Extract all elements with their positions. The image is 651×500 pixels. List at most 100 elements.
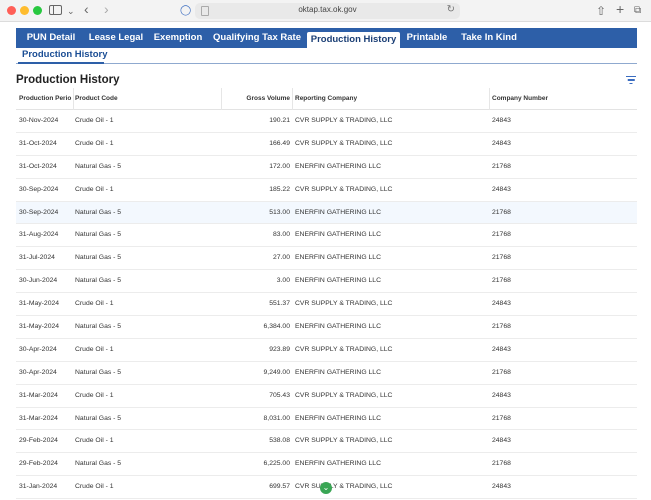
close-window-button[interactable] xyxy=(7,6,16,15)
cell-product-code: Crude Oil - 1 xyxy=(75,391,114,399)
cell-gross-volume: 27.00 xyxy=(272,254,290,262)
cell-product-code: Natural Gas - 5 xyxy=(75,162,122,170)
table-row[interactable]: 31-Oct-2024 Crude Oil - 1 166.49 CVR SUPPLY… xyxy=(16,133,637,156)
cell-company-number: 24843 xyxy=(492,483,511,491)
filter-icon[interactable] xyxy=(626,76,636,84)
cell-production-period: 31-May-2024 xyxy=(19,323,60,331)
cell-product-code: Crude Oil - 1 xyxy=(75,483,114,491)
cell-gross-volume: 166.49 xyxy=(269,139,290,147)
table-header: Production Perio Product Code Gross Volu… xyxy=(16,88,637,110)
cell-reporting-company: ENERFIN GATHERING LLC xyxy=(295,323,381,331)
cell-company-number: 21768 xyxy=(492,414,511,422)
cell-production-period: 30-Apr-2024 xyxy=(19,345,57,353)
column-header-production-period[interactable]: Production Perio xyxy=(19,95,72,102)
table-row[interactable]: 30-Apr-2024 Crude Oil - 1 923.89 CVR SUPPLY… xyxy=(16,339,637,362)
cell-company-number: 21768 xyxy=(492,368,511,376)
cell-gross-volume: 3.00 xyxy=(276,277,290,285)
column-divider[interactable] xyxy=(292,88,293,110)
cell-reporting-company: CVR SUPPLY & TRADING, LLC xyxy=(295,117,393,124)
cell-production-period: 31-May-2024 xyxy=(19,300,60,308)
cell-gross-volume: 923.89 xyxy=(269,345,290,353)
table-row[interactable]: 31-Aug-2024 Natural Gas - 5 83.00 ENERFIN G… xyxy=(16,224,637,248)
column-divider[interactable] xyxy=(73,88,74,110)
tab-take-in-kind[interactable]: Take In Kind xyxy=(461,32,517,43)
cell-production-period: 31-Aug-2024 xyxy=(19,231,59,239)
table-row[interactable]: 30-Apr-2024 Natural Gas - 5 9,249.00 ENERFI… xyxy=(16,362,637,385)
cell-company-number: 24843 xyxy=(492,300,511,308)
cell-product-code: Natural Gas - 5 xyxy=(75,254,122,262)
shield-icon[interactable]: ◯ xyxy=(180,5,192,16)
reload-icon[interactable]: ↻ xyxy=(446,4,455,15)
cell-reporting-company: CVR SUPPLY & TRADING, LLC xyxy=(295,139,393,147)
table-row[interactable]: 30-Jun-2024 Natural Gas - 5 3.00 ENERFIN GA… xyxy=(16,270,637,294)
table-row[interactable]: 31-May-2024 Crude Oil - 1 551.37 CVR SUPPLY… xyxy=(16,293,637,317)
tab-pun-detail[interactable]: PUN Detail xyxy=(26,32,76,43)
column-header-company-number[interactable]: Company Number xyxy=(492,95,548,102)
cell-company-number: 21768 xyxy=(492,323,511,331)
main-nav: PUN Detail Lease Legal Exemption Qualify… xyxy=(16,28,637,48)
table-row[interactable]: 29-Feb-2024 Crude Oil - 1 538.08 CVR SUPPLY… xyxy=(16,430,637,454)
subtab-divider xyxy=(16,63,637,64)
zoom-window-button[interactable] xyxy=(33,6,42,15)
cell-gross-volume: 8,031.00 xyxy=(263,414,290,422)
cell-product-code: Crude Oil - 1 xyxy=(75,345,114,353)
table-row[interactable]: 31-Jul-2024 Natural Gas - 5 27.00 ENERFIN G… xyxy=(16,247,637,271)
cell-product-code: Natural Gas - 5 xyxy=(75,323,122,331)
chevron-right-icon[interactable]: › xyxy=(104,1,109,17)
column-divider[interactable] xyxy=(221,88,222,110)
chevron-left-icon[interactable]: ‹ xyxy=(84,1,89,17)
cell-gross-volume: 538.08 xyxy=(269,437,290,445)
sidebar-icon[interactable] xyxy=(49,5,62,15)
cell-production-period: 31-Oct-2024 xyxy=(19,139,57,147)
cell-product-code: Crude Oil - 1 xyxy=(75,117,114,124)
cell-gross-volume: 6,225.00 xyxy=(263,460,290,468)
table-row[interactable]: 31-May-2024 Natural Gas - 5 6,384.00 ENERFI… xyxy=(16,316,637,339)
chevron-down-icon[interactable]: ⌄ xyxy=(320,482,332,494)
table-row[interactable]: 31-Oct-2024 Natural Gas - 5 172.00 ENERFIN … xyxy=(16,156,637,179)
chevron-down-icon[interactable]: ⌄ xyxy=(67,6,75,16)
cell-production-period: 30-Nov-2024 xyxy=(19,117,59,124)
cell-company-number: 21768 xyxy=(492,208,511,216)
table-row[interactable]: 29-Feb-2024 Natural Gas - 5 6,225.00 ENERFI… xyxy=(16,453,637,477)
cell-company-number: 21768 xyxy=(492,254,511,262)
cell-production-period: 31-Jan-2024 xyxy=(19,483,58,491)
tab-qualifying-tax-rate[interactable]: Qualifying Tax Rate xyxy=(213,32,301,43)
table-row[interactable]: 30-Nov-2024 Crude Oil - 1 190.21 CVR SUPPLY… xyxy=(16,110,637,133)
address-bar[interactable]: oktap.tax.ok.gov ↻ xyxy=(195,3,460,19)
column-header-reporting-company[interactable]: Reporting Company xyxy=(295,95,358,102)
table-row[interactable]: 31-Mar-2024 Crude Oil - 1 705.43 CVR SUPPLY… xyxy=(16,385,637,408)
tab-lease-legal[interactable]: Lease Legal xyxy=(88,32,144,43)
cell-company-number: 24843 xyxy=(492,391,511,399)
minimize-window-button[interactable] xyxy=(20,6,29,15)
cell-reporting-company: CVR SUPPLY & TRADING, LLC xyxy=(295,391,393,399)
table-body: 30-Nov-2024 Crude Oil - 1 190.21 CVR SUPPLY… xyxy=(16,110,637,500)
page-icon xyxy=(201,6,209,16)
cell-reporting-company: ENERFIN GATHERING LLC xyxy=(295,277,381,285)
cell-company-number: 21768 xyxy=(492,231,511,239)
tab-production-history[interactable]: Production History xyxy=(307,32,400,48)
column-divider[interactable] xyxy=(489,88,490,110)
cell-gross-volume: 699.57 xyxy=(269,483,290,491)
cell-product-code: Natural Gas - 5 xyxy=(75,414,122,422)
column-header-product-code[interactable]: Product Code xyxy=(75,95,118,102)
cell-product-code: Crude Oil - 1 xyxy=(75,185,114,193)
plus-icon[interactable]: + xyxy=(616,1,625,17)
cell-company-number: 24843 xyxy=(492,185,511,193)
cell-product-code: Natural Gas - 5 xyxy=(75,460,122,468)
cell-gross-volume: 9,249.00 xyxy=(263,368,290,376)
tabs-overview-icon[interactable]: ⧉ xyxy=(634,5,642,16)
cell-product-code: Crude Oil - 1 xyxy=(75,139,114,147)
table-row[interactable]: 30-Sep-2024 Natural Gas - 5 513.00 ENERFIN … xyxy=(16,201,637,225)
table-row[interactable]: 30-Sep-2024 Crude Oil - 1 185.22 CVR SUPPLY… xyxy=(16,179,637,202)
subtab-production-history[interactable]: Production History xyxy=(22,49,108,60)
cell-gross-volume: 551.37 xyxy=(269,300,290,308)
section-title: Production History xyxy=(16,74,120,86)
tab-exemption[interactable]: Exemption xyxy=(153,32,203,43)
cell-production-period: 30-Apr-2024 xyxy=(19,368,57,376)
column-header-gross-volume[interactable]: Gross Volume xyxy=(246,95,290,102)
table-row[interactable]: 31-Mar-2024 Natural Gas - 5 8,031.00 ENERFI… xyxy=(16,408,637,431)
cell-company-number: 21768 xyxy=(492,162,511,170)
share-icon[interactable]: ⇧ xyxy=(596,4,607,18)
table-row[interactable]: 31-Jan-2024 Crude Oil - 1 699.57 CVR SUPPLY… xyxy=(16,476,637,500)
tab-printable[interactable]: Printable xyxy=(406,32,448,43)
